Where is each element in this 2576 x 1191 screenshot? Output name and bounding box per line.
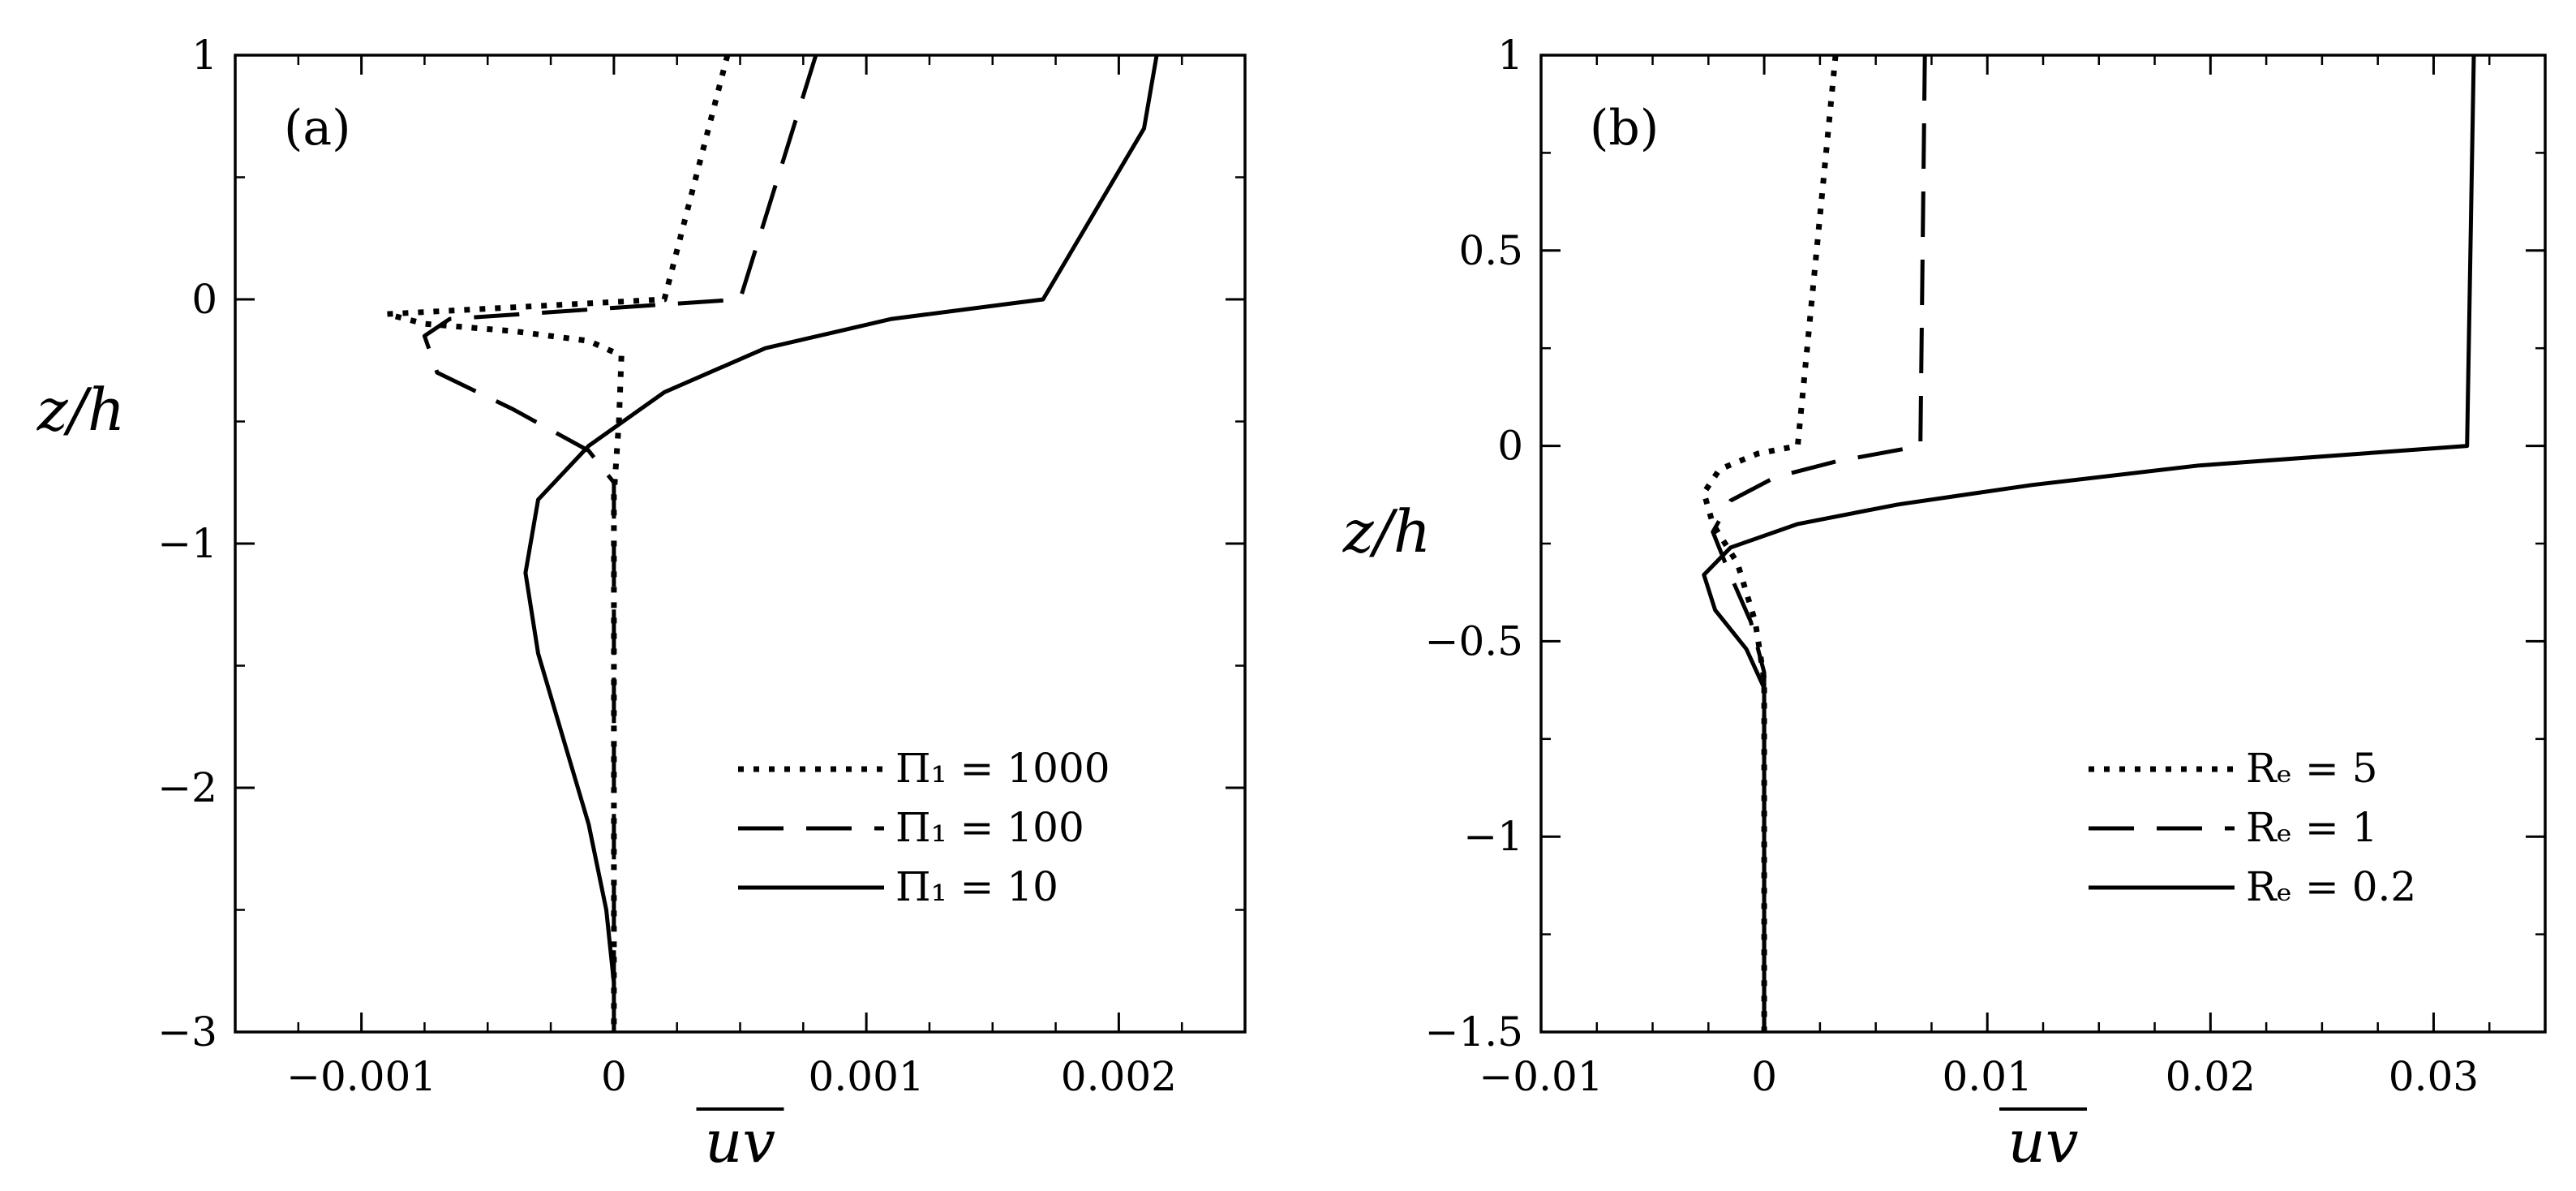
y-tick-label: −0.5 [1425,617,1523,664]
legend-label: Π₁ = 1000 [895,745,1110,792]
panel-a: −0.001 0 0.001 0.002 1 0 −1 −2 −3 (a) uv z/h Π₁ = 10… [36,32,1247,1176]
y-tick-label: −1 [1463,813,1523,860]
y-axis-label: z/h [1342,497,1432,565]
y-tick-label: 1 [1497,32,1523,79]
legend-label: Π₁ = 100 [895,804,1084,851]
plot-frame [234,54,1247,1034]
series-line-dotted [384,54,731,1032]
x-tick-label: −0.01 [1479,1053,1603,1100]
legend-label: Rₑ = 1 [2246,804,2378,851]
series-line-solid [523,54,1159,1032]
panel-label: (a) [284,100,351,157]
y-axis-label: z/h [36,376,126,444]
series-line-dotted [1701,54,1839,1032]
x-tick-label: 0.002 [1061,1053,1177,1100]
legend: Π₁ = 1000 Π₁ = 100 Π₁ = 10 [738,745,1110,910]
x-tick-label: 0 [1751,1053,1777,1100]
x-axis-label: uv [2007,1107,2078,1176]
legend-label: Rₑ = 0.2 [2246,863,2416,910]
y-tick-label: −1 [157,520,217,567]
y-tick-label: −1.5 [1425,1008,1523,1056]
panel-label: (b) [1590,100,1659,157]
x-tick-label: 0.001 [809,1053,925,1100]
x-tick-label: 0.02 [2166,1053,2256,1100]
x-tick-label: 0.01 [1943,1053,2033,1100]
y-tick-label: 0.5 [1458,227,1523,274]
x-axis-label: uv [705,1107,775,1176]
y-tick-label: 0 [1497,423,1523,470]
series-line-dashed [1711,54,1927,1032]
legend: Rₑ = 5 Rₑ = 1 Rₑ = 0.2 [2089,745,2416,910]
y-tick-label: 0 [191,276,217,323]
x-tick-label: 0 [601,1053,627,1100]
plot-frame [1539,54,2547,1034]
series-line-dashed [422,54,818,1032]
x-tick-label: −0.001 [286,1053,436,1100]
panel-b: −0.01 0 0.01 0.02 0.03 1 0.5 0 −0.5 −1 −1.5 (b) uv z/… [1342,32,2547,1176]
y-tick-label: 1 [191,32,217,79]
x-tick-label: 0.03 [2389,1053,2479,1100]
legend-label: Rₑ = 5 [2246,745,2378,792]
y-tick-label: −3 [157,1008,217,1056]
series-line-solid [1702,54,2476,1032]
y-tick-label: −2 [157,764,217,811]
legend-label: Π₁ = 10 [895,863,1058,910]
